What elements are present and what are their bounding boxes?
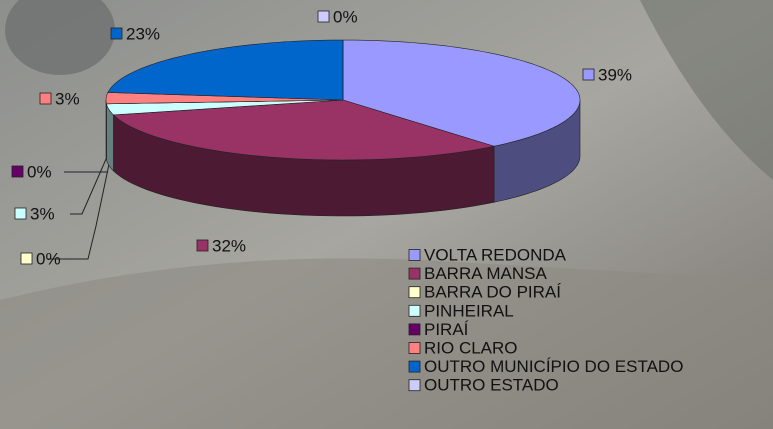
leader-line [48, 149, 113, 260]
label-swatch [110, 27, 123, 40]
legend-swatch [408, 360, 421, 373]
pie-slice [107, 39, 344, 101]
label-swatch [582, 68, 595, 81]
label-swatch [20, 252, 33, 265]
legend-label: PINHEIRAL [424, 301, 514, 320]
data-label: 0% [36, 249, 61, 268]
legend-swatch [408, 342, 421, 354]
legend-swatch [408, 323, 421, 336]
data-label: 0% [333, 7, 358, 26]
label-swatch [196, 239, 209, 252]
legend-label: VOLTA REDONDA [424, 245, 567, 264]
leader-line [70, 149, 111, 215]
legend-swatch [408, 267, 421, 280]
label-swatch [14, 207, 27, 220]
legend-label: BARRA DO PIRAÍ [424, 283, 561, 302]
data-label: 0% [27, 162, 52, 181]
label-swatch [11, 165, 24, 178]
background-shape [5, 0, 115, 75]
pie-slice [342, 39, 581, 147]
pie-slice [106, 99, 344, 116]
legend-swatch [408, 379, 421, 392]
data-label: 3% [55, 89, 80, 108]
data-label: 3% [30, 204, 55, 223]
pie-slice [112, 99, 495, 161]
background-shape [0, 258, 773, 429]
data-label: 39% [598, 65, 632, 84]
legend-label: BARRA MANSA [424, 264, 547, 283]
data-label: 23% [126, 24, 160, 43]
label-swatch [317, 10, 330, 23]
legend-label: OUTRO ESTADO [424, 376, 559, 395]
legend-swatch [408, 304, 421, 317]
pie-slice [105, 92, 344, 105]
legend-label: PIRAÍ [424, 320, 469, 339]
data-label: 32% [212, 236, 246, 255]
legend-label: OUTRO MUNICÍPIO DO ESTADO [424, 357, 683, 376]
background-shape [640, 0, 773, 180]
legend-label: RIO CLARO [424, 338, 518, 357]
legend-swatch [408, 286, 421, 299]
leader-lines [48, 149, 113, 260]
label-swatch [39, 92, 52, 105]
legend-swatch [408, 249, 421, 261]
